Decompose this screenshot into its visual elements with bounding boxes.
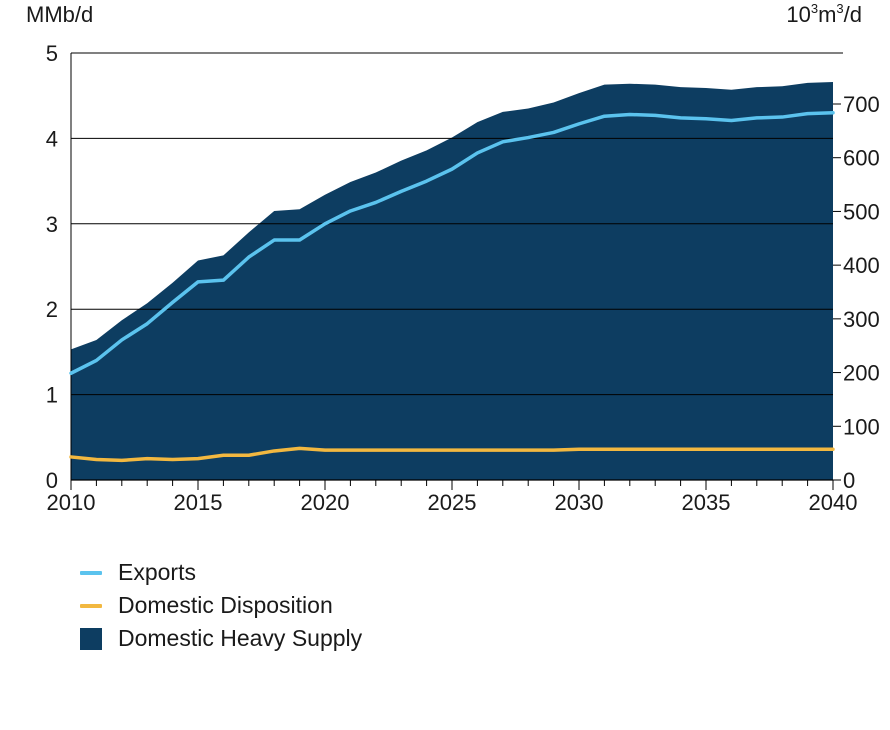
right-tick-label-400: 400: [843, 253, 880, 278]
chart: MMb/d 103m3/d 0 1 2 3 4 5 0 100 200 300 400 500 600 7…: [26, 1, 880, 515]
left-axis-unit: MMb/d: [26, 2, 93, 27]
x-tick-label-2015: 2015: [174, 490, 223, 515]
y-tick-label-5: 5: [46, 41, 58, 66]
x-tick-label-2035: 2035: [682, 490, 731, 515]
right-tick-label-300: 300: [843, 307, 880, 332]
y-tick-label-2: 2: [46, 297, 58, 322]
legend: Exports Domestic Disposition Domestic He…: [80, 556, 362, 655]
right-tick-label-0: 0: [843, 468, 855, 493]
domestic-heavy-supply-swatch: [80, 627, 102, 650]
domestic-disposition-line: [69, 446, 835, 463]
y-tick-label-4: 4: [46, 126, 58, 151]
exports-line: [69, 111, 835, 375]
exports-swatch: [80, 570, 102, 575]
legend-item-domestic-heavy-supply: Domestic Heavy Supply: [80, 622, 362, 655]
right-axis-unit: 103m3/d: [786, 1, 862, 27]
x-tick-label-2040: 2040: [809, 490, 858, 515]
legend-label-exports: Exports: [118, 559, 196, 585]
y-tick-label-3: 3: [46, 212, 58, 237]
x-tick-label-2010: 2010: [47, 490, 96, 515]
right-tick-label-200: 200: [843, 361, 880, 386]
legend-item-domestic-disposition: Domestic Disposition: [80, 589, 362, 622]
right-tick-label-100: 100: [843, 414, 880, 439]
x-tick-label-2030: 2030: [555, 490, 604, 515]
legend-item-exports: Exports: [80, 556, 362, 589]
y-tick-label-0: 0: [46, 468, 58, 493]
x-tick-label-2020: 2020: [301, 490, 350, 515]
domestic-heavy-supply-area: [71, 82, 833, 480]
domestic-disposition-swatch: [80, 603, 102, 608]
legend-label-domestic-disposition: Domestic Disposition: [118, 592, 333, 618]
legend-label-domestic-heavy-supply: Domestic Heavy Supply: [118, 625, 363, 651]
y-tick-label-1: 1: [46, 383, 58, 408]
right-tick-label-700: 700: [843, 92, 880, 117]
x-tick-label-2025: 2025: [428, 490, 477, 515]
right-tick-label-500: 500: [843, 199, 880, 224]
right-tick-label-600: 600: [843, 146, 880, 171]
